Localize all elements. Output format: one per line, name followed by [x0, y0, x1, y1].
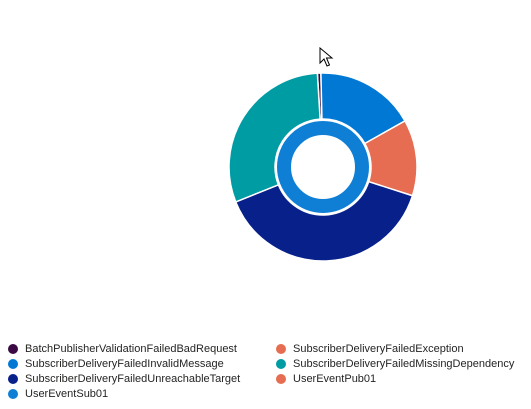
inner-slice-user-event-sub01[interactable]	[277, 121, 370, 213]
legend-marker	[276, 343, 286, 354]
legend-label: SubscriberDeliveryFailedMissingDependenc…	[293, 357, 515, 370]
legend-label: SubscriberDeliveryFailedInvalidMessage	[25, 357, 224, 370]
legend-item-subscriber-delivery-failed-unreachable-target[interactable]: SubscriberDeliveryFailedUnreachableTarge…	[8, 371, 276, 386]
outer-slice-subscriber-delivery-failed-unreachable-target[interactable]	[234, 180, 414, 262]
legend-item-batch-publisher-validation-failed-bad-request[interactable]: BatchPublisherValidationFailedBadRequest	[8, 341, 276, 356]
legend-marker	[8, 373, 18, 384]
legend-marker	[8, 343, 18, 354]
legend-marker	[8, 388, 18, 399]
legend-label: SubscriberDeliveryFailedUnreachableTarge…	[25, 372, 241, 385]
legend-marker	[8, 358, 18, 369]
legend-label: SubscriberDeliveryFailedException	[293, 342, 464, 355]
legend-item-subscriber-delivery-failed-invalid-message[interactable]: SubscriberDeliveryFailedInvalidMessage	[8, 356, 276, 371]
legend-item-subscriber-delivery-failed-missing-dependency[interactable]: SubscriberDeliveryFailedMissingDependenc…	[276, 356, 531, 371]
legend-label: BatchPublisherValidationFailedBadRequest	[25, 342, 237, 355]
legend-item-user-event-sub01[interactable]: UserEventSub01	[8, 386, 276, 401]
mouse-pointer-icon	[319, 47, 334, 67]
legend-marker	[276, 358, 286, 369]
legend-marker	[276, 373, 286, 384]
legend-label: UserEventSub01	[25, 387, 109, 400]
legend-label: UserEventPub01	[293, 372, 377, 385]
outer-slice-subscriber-delivery-failed-missing-dependency[interactable]	[228, 72, 321, 203]
legend-item-subscriber-delivery-failed-exception[interactable]: SubscriberDeliveryFailedException	[276, 341, 531, 356]
chart-legend: BatchPublisherValidationFailedBadRequest…	[8, 341, 531, 401]
legend-item-user-event-pub01[interactable]: UserEventPub01	[276, 371, 531, 386]
